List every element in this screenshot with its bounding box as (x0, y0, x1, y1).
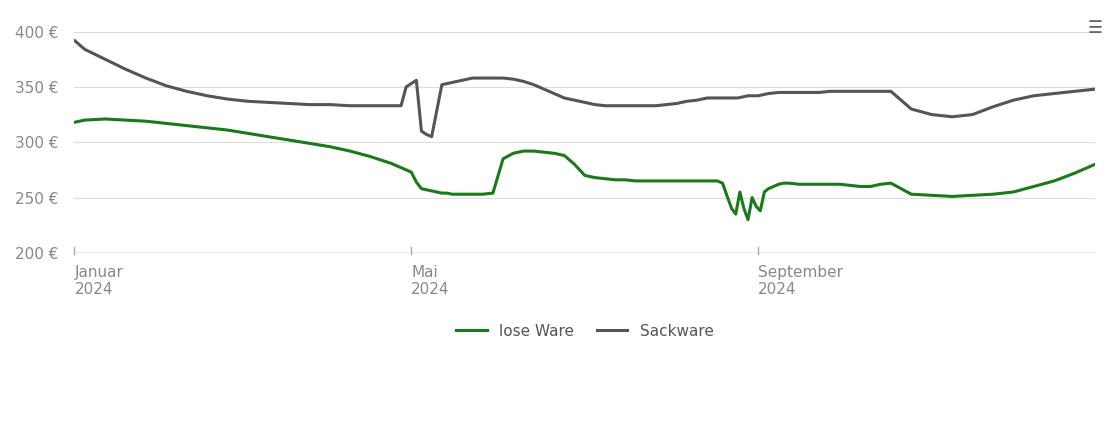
Legend: lose Ware, Sackware: lose Ware, Sackware (450, 318, 719, 345)
Text: ☰: ☰ (1088, 19, 1102, 37)
